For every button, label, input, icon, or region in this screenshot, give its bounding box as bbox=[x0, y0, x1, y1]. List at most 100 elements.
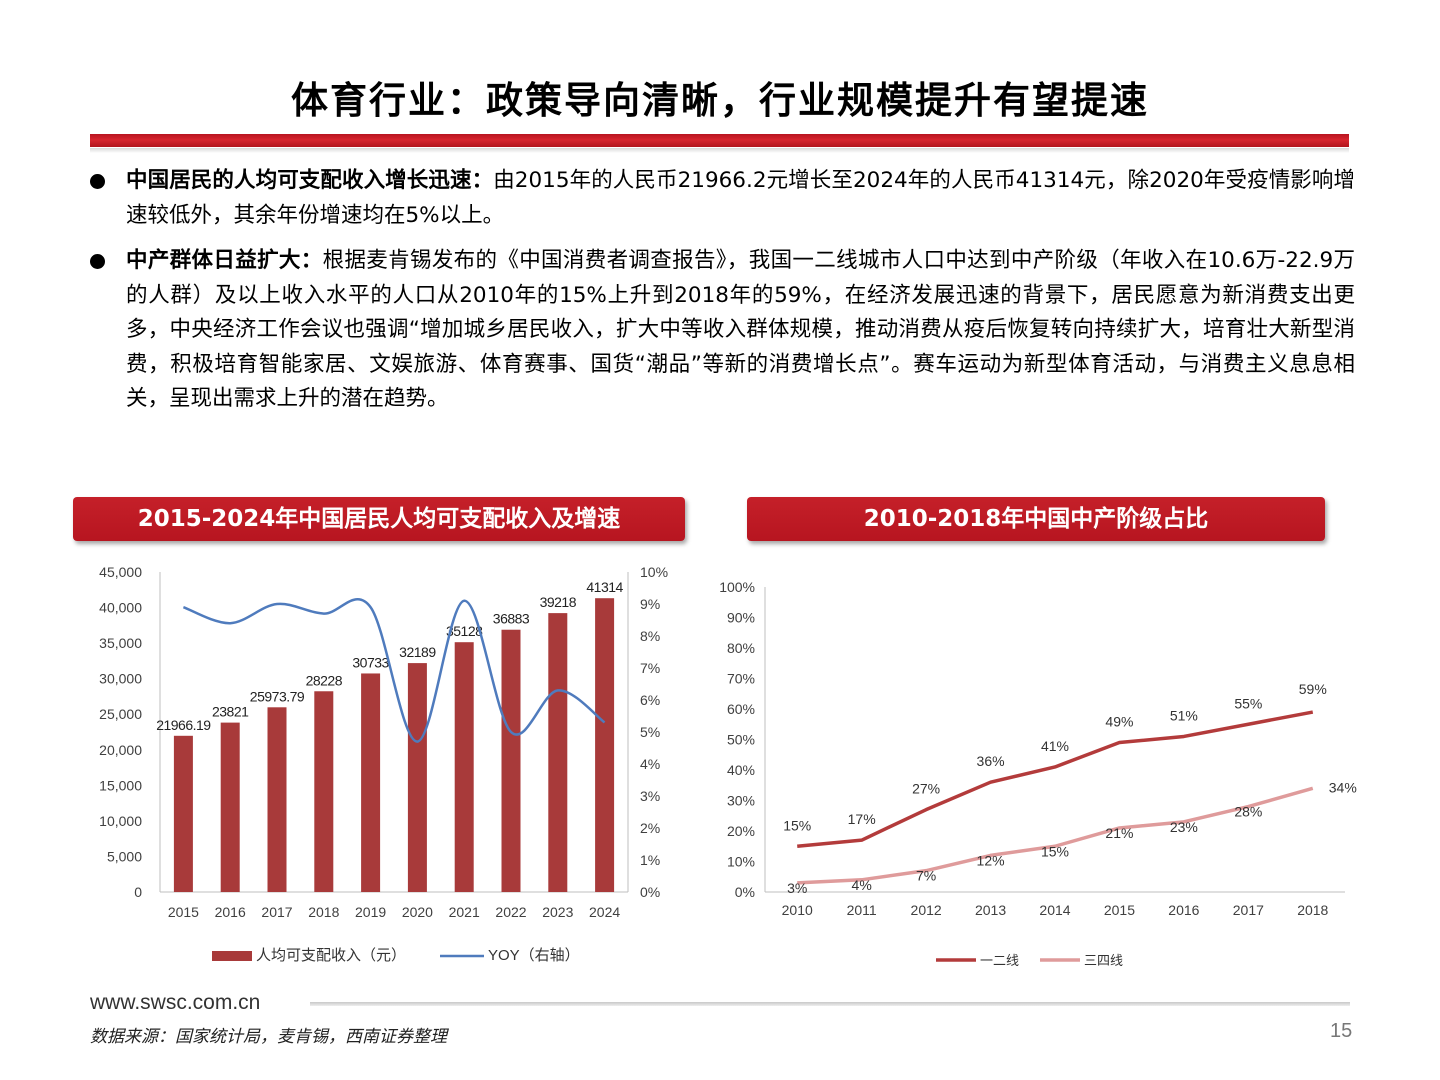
data-label: 55% bbox=[1234, 695, 1262, 711]
bullet-lead: 中国居民的人均可支配收入增长迅速： bbox=[126, 168, 494, 193]
bullet-dot-icon bbox=[90, 174, 105, 189]
data-label: 21% bbox=[1105, 825, 1133, 841]
x-tick-label: 2014 bbox=[1039, 902, 1070, 918]
y2-tick-label: 0% bbox=[640, 884, 660, 900]
income-bar bbox=[361, 673, 381, 892]
y2-tick-label: 7% bbox=[640, 660, 660, 676]
x-tick-label: 2016 bbox=[215, 904, 246, 920]
x-tick-label: 2021 bbox=[449, 904, 480, 920]
data-label: 49% bbox=[1105, 714, 1133, 730]
y-tick-label: 10,000 bbox=[99, 813, 142, 829]
series-line-2 bbox=[797, 786, 1314, 885]
legend-tier34-label: 三四线 bbox=[1084, 953, 1123, 968]
legend-income-label: 人均可支配收入（元） bbox=[256, 947, 406, 964]
bar-data-label: 32189 bbox=[399, 644, 436, 660]
bullet-body: 根据麦肯锡发布的《中国消费者调查报告》，我国一二线城市人口中达到中产阶级（年收入… bbox=[126, 248, 1355, 411]
bullet-text: 中国居民的人均可支配收入增长迅速：由2015年的人民币21966.2元增长至20… bbox=[126, 164, 1355, 233]
y2-tick-label: 1% bbox=[640, 852, 660, 868]
title-divider-shadow bbox=[90, 148, 1349, 153]
y-tick-label: 15,000 bbox=[99, 777, 142, 793]
y2-tick-label: 2% bbox=[640, 820, 660, 836]
x-tick-label: 2018 bbox=[1297, 902, 1328, 918]
y-tick-label: 60% bbox=[727, 701, 755, 717]
legend-yoy-label: YOY（右轴） bbox=[488, 947, 580, 964]
income-bar bbox=[407, 663, 427, 892]
x-tick-label: 2017 bbox=[1233, 902, 1264, 918]
y-tick-label: 5,000 bbox=[107, 848, 142, 864]
x-tick-label: 2016 bbox=[1168, 902, 1199, 918]
data-label: 34% bbox=[1329, 779, 1357, 795]
income-chart: 0 5,000 10,000 15,000 20,000 25,000 30,000 35,0… bbox=[99, 564, 668, 964]
bullet-lead: 中产群体日益扩大： bbox=[126, 248, 323, 273]
x-tick-label: 2020 bbox=[402, 904, 433, 920]
data-label: 27% bbox=[912, 781, 940, 797]
income-bar bbox=[220, 722, 240, 892]
y-tick-label: 40,000 bbox=[99, 600, 142, 616]
income-bar bbox=[501, 629, 521, 892]
chart1-title: 2015-2024年中国居民人均可支配收入及增速 bbox=[73, 497, 685, 541]
x-tick-label: 2023 bbox=[542, 904, 573, 920]
income-bar bbox=[595, 598, 615, 892]
middle-class-chart: 0% 10% 20% 30% 40% 50% 60% 70% 80% 90% 100% 2010 201… bbox=[719, 579, 1357, 968]
data-label: 12% bbox=[977, 852, 1005, 868]
x-tick-label: 2019 bbox=[355, 904, 386, 920]
bullet-middle-class: 中产群体日益扩大：根据麦肯锡发布的《中国消费者调查报告》，我国一二线城市人口中达… bbox=[90, 244, 1355, 417]
bar-data-label: 36883 bbox=[493, 611, 530, 627]
y-tick-label: 30,000 bbox=[99, 671, 142, 687]
income-bar bbox=[173, 735, 193, 892]
page-number: 15 bbox=[1330, 1020, 1353, 1042]
income-bar bbox=[314, 691, 334, 892]
y-tick-label: 25,000 bbox=[99, 706, 142, 722]
data-label: 15% bbox=[1041, 843, 1069, 859]
legend-income-swatch bbox=[212, 951, 252, 961]
y2-tick-label: 9% bbox=[640, 596, 660, 612]
bar-data-label: 35128 bbox=[446, 623, 483, 639]
x-tick-label: 2012 bbox=[911, 902, 942, 918]
y-tick-label: 80% bbox=[727, 640, 755, 656]
x-tick-label: 2015 bbox=[168, 904, 199, 920]
bar-data-label: 21966.19 bbox=[156, 717, 211, 733]
data-label: 28% bbox=[1234, 804, 1262, 820]
y2-tick-label: 5% bbox=[640, 724, 660, 740]
bar-data-label: 28228 bbox=[306, 672, 343, 688]
x-tick-label: 2013 bbox=[975, 902, 1006, 918]
bullet-income: 中国居民的人均可支配收入增长迅速：由2015年的人民币21966.2元增长至20… bbox=[90, 164, 1355, 233]
y-tick-label: 20% bbox=[727, 823, 755, 839]
bullet-body: 由2015年的人民币21966.2元增长至2024年的人民币41314元，除20… bbox=[126, 168, 1355, 228]
y-tick-label: 100% bbox=[719, 579, 755, 595]
data-label: 7% bbox=[916, 868, 936, 884]
data-label: 23% bbox=[1170, 819, 1198, 835]
data-label: 41% bbox=[1041, 738, 1069, 754]
legend-tier12-label: 一二线 bbox=[980, 953, 1019, 968]
series-line-1 bbox=[797, 710, 1314, 848]
y-tick-label: 0 bbox=[134, 884, 142, 900]
title-divider-bar bbox=[90, 134, 1349, 147]
yoy-line bbox=[182, 598, 606, 743]
x-tick-label: 2022 bbox=[495, 904, 526, 920]
source-note: 数据来源：国家统计局，麦肯锡，西南证券整理 bbox=[90, 1027, 447, 1047]
bar-data-label: 25973.79 bbox=[250, 688, 305, 704]
bar-data-label: 39218 bbox=[540, 594, 577, 610]
income-bar bbox=[454, 642, 474, 892]
x-tick-label: 2017 bbox=[261, 904, 292, 920]
y2-tick-label: 8% bbox=[640, 628, 660, 644]
y-tick-label: 0% bbox=[735, 884, 755, 900]
x-tick-label: 2024 bbox=[589, 904, 620, 920]
y-tick-label: 50% bbox=[727, 732, 755, 748]
data-label: 36% bbox=[977, 753, 1005, 769]
data-label: 3% bbox=[787, 880, 807, 896]
y-tick-label: 90% bbox=[727, 610, 755, 626]
x-tick-label: 2018 bbox=[308, 904, 339, 920]
bar-data-label: 41314 bbox=[586, 579, 623, 595]
x-tick-label: 2011 bbox=[847, 902, 877, 918]
y-tick-label: 70% bbox=[727, 671, 755, 687]
bar-data-label: 23821 bbox=[212, 704, 249, 720]
footer-url[interactable]: www.swsc.com.cn bbox=[90, 991, 261, 1014]
income-bar bbox=[267, 707, 287, 892]
data-label: 4% bbox=[852, 877, 872, 893]
footer-divider bbox=[310, 1002, 1350, 1006]
bullet-text: 中产群体日益扩大：根据麦肯锡发布的《中国消费者调查报告》，我国一二线城市人口中达… bbox=[126, 244, 1355, 417]
x-tick-label: 2010 bbox=[782, 902, 813, 918]
y2-tick-label: 10% bbox=[640, 564, 668, 580]
data-label: 51% bbox=[1170, 707, 1198, 723]
